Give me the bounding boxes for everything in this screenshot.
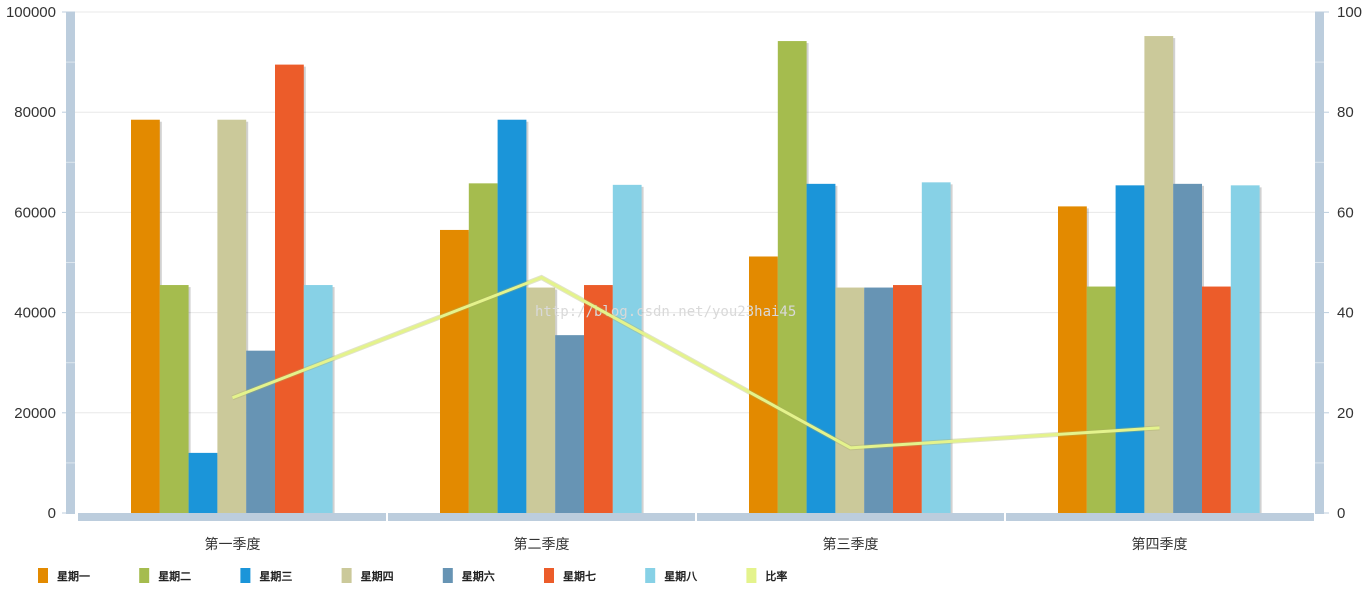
axis-labels: 0 20000 40000 60000 80000 100000 0 20 40 60 80 100 第… [6,4,1362,553]
bar [1202,286,1231,513]
bar [835,287,865,513]
bar [921,182,951,513]
watermark-text: http://blog.csdn.net/you23hai45 [535,304,796,320]
legend: 星期一 星期二 星期三 星期四 星期六 星期七 星期八 比率 [38,568,787,583]
bar [612,184,642,513]
legend-label: 星期八 [664,569,698,583]
bar [1230,185,1260,513]
bar [217,119,247,513]
left-y-tick-label: 40000 [14,305,56,322]
legend-label: 星期四 [361,569,394,583]
bar [1086,286,1116,513]
bar [584,285,613,513]
legend-swatch [139,568,150,583]
bar [303,285,333,513]
bar [1058,206,1087,513]
right-y-tick-label: 40 [1337,305,1354,322]
axes [62,11,1329,521]
bar [497,119,527,513]
legend-swatch [544,568,554,583]
bar [468,183,498,514]
x-category-label: 第三季度 [823,536,879,553]
bar [893,285,922,513]
bar [1173,183,1202,513]
legend-label: 星期三 [259,569,292,583]
right-y-tick-label: 80 [1337,104,1354,121]
ratio-line [231,274,1160,451]
left-y-tick-label: 80000 [14,104,56,121]
legend-label: 星期二 [158,569,191,583]
right-y-tick-label: 0 [1337,505,1345,522]
legend-label: 星期一 [57,569,90,583]
bar [159,285,189,513]
legend-swatch [442,568,453,583]
bar [864,287,893,513]
bar [526,287,556,513]
legend-swatch [38,568,48,583]
legend-swatch [746,568,757,583]
legend-label: 星期六 [462,569,495,583]
legend-swatch [341,568,352,583]
left-y-tick-label: 60000 [14,204,56,221]
bar [275,64,304,513]
x-category-label: 第四季度 [1132,536,1188,553]
bar [749,256,778,513]
left-y-tick-label: 100000 [6,4,56,21]
legend-label: 比率 [765,569,787,583]
bar [1115,185,1145,513]
right-y-tick-label: 100 [1337,4,1362,21]
left-y-tick-label: 0 [48,505,56,522]
bar [1144,36,1174,513]
bar [188,452,218,513]
line-series [231,275,1160,450]
legend-label: 星期七 [563,569,596,583]
bar [131,119,160,513]
bar [806,183,836,513]
bars [131,36,1262,514]
x-category-label: 第二季度 [514,536,570,553]
right-y-tick-label: 20 [1337,405,1354,422]
bar [246,350,275,513]
x-category-label: 第一季度 [205,536,261,553]
legend-swatch [645,568,656,583]
right-y-tick-label: 60 [1337,204,1354,221]
bar [777,41,807,514]
legend-swatch [240,568,251,583]
left-y-tick-label: 20000 [14,405,56,422]
bar [440,229,469,513]
bar [555,335,584,513]
